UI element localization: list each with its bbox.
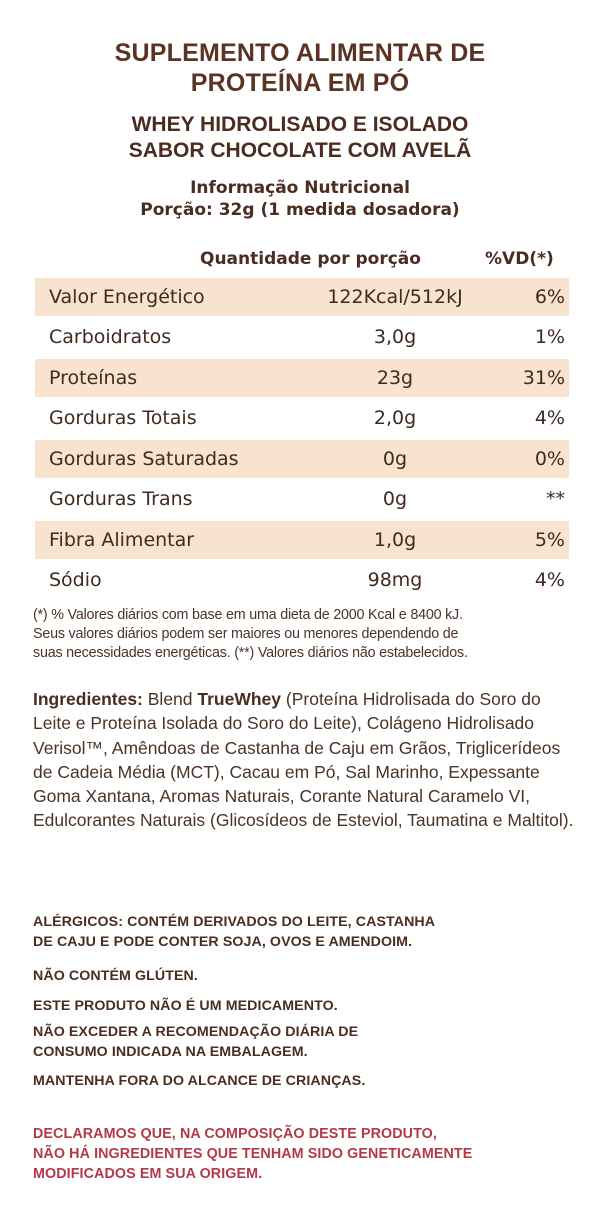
- table-row: Gorduras Saturadas 0g 0%: [35, 440, 569, 478]
- declaration-line: MODIFICADOS EM SUA ORIGEM.: [33, 1166, 263, 1182]
- gluten-warning: NÃO CONTÉM GLÚTEN.: [33, 968, 198, 984]
- nutrient-vd: 1%: [534, 326, 565, 348]
- product-title: SUPLEMENTO ALIMENTAR DE PROTEÍNA EM PÓ: [0, 38, 600, 98]
- product-title-line2: PROTEÍNA EM PÓ: [190, 69, 410, 97]
- table-row: Carboidratos 3,0g 1%: [35, 318, 569, 356]
- nutrient-vd: 4%: [534, 569, 565, 591]
- medicine-warning: ESTE PRODUTO NÃO É UM MEDICAMENTO.: [33, 998, 338, 1014]
- ingredients-list: (Proteína Hidrolisada do Soro do Leite e…: [33, 689, 574, 831]
- declaration-line: NÃO HÁ INGREDIENTES QUE TENHAM SIDO GENE…: [33, 1146, 473, 1162]
- nutrient-quantity: 98mg: [367, 569, 423, 591]
- product-title-line1: SUPLEMENTO ALIMENTAR DE: [114, 39, 486, 67]
- nutrient-name: Gorduras Totais: [49, 407, 197, 429]
- nutrient-name: Gorduras Trans: [49, 488, 193, 510]
- gmo-declaration: DECLARAMOS QUE, NA COMPOSIÇÃO DESTE PROD…: [33, 1124, 578, 1184]
- nutrient-name: Gorduras Saturadas: [49, 448, 239, 470]
- nutrient-quantity: 0g: [382, 448, 408, 470]
- vd-footnote: (*) % Valores diários com base em uma di…: [33, 606, 573, 663]
- ingredients-text: Ingredientes: Blend TrueWhey (Proteína H…: [33, 687, 578, 833]
- nutrient-quantity: 1,0g: [373, 529, 417, 551]
- ingredients-label: Ingredientes:: [33, 689, 143, 709]
- nutrient-name: Valor Energético: [49, 286, 205, 308]
- dose-line: NÃO EXCEDER A RECOMENDAÇÃO DIÁRIA DE: [33, 1024, 359, 1040]
- ingredients-blend-prefix: Blend: [142, 689, 198, 709]
- nutrient-name: Sódio: [49, 569, 102, 591]
- allergens-line: ALÉRGICOS: CONTÉM DERIVADOS DO LEITE, CA…: [33, 914, 436, 930]
- table-row: Valor Energético 122Kcal/512kJ 6%: [35, 278, 569, 316]
- table-row: Fibra Alimentar 1,0g 5%: [35, 521, 569, 559]
- declaration-line: DECLARAMOS QUE, NA COMPOSIÇÃO DESTE PROD…: [33, 1126, 437, 1142]
- nutrition-info-header: Informação Nutricional Porção: 32g (1 me…: [0, 177, 600, 221]
- nutrient-quantity: 0g: [382, 488, 408, 510]
- table-row: Proteínas 23g 31%: [35, 359, 569, 397]
- nutrient-quantity: 3,0g: [373, 326, 417, 348]
- table-row: Sódio 98mg 4%: [35, 561, 569, 599]
- nutrient-name: Proteínas: [49, 367, 138, 389]
- children-warning: MANTENHA FORA DO ALCANCE DE CRIANÇAS.: [33, 1073, 366, 1089]
- table-row: Gorduras Totais 2,0g 4%: [35, 399, 569, 437]
- product-subtitle-line1: WHEY HIDROLISADO E ISOLADO: [131, 113, 469, 136]
- allergens-line: DE CAJU E PODE CONTER SOJA, OVOS E AMEND…: [33, 934, 413, 950]
- nutrient-vd: 0%: [534, 448, 565, 470]
- footnote-line: Seus valores diários podem ser maiores o…: [33, 626, 459, 642]
- serving-size: Porção: 32g (1 medida dosadora): [140, 200, 460, 220]
- brand-name: TrueWhey: [197, 689, 282, 709]
- footnote-line: (*) % Valores diários com base em uma di…: [33, 607, 463, 623]
- nutrient-vd: 5%: [534, 529, 565, 551]
- column-header-vd: %VD(*): [485, 249, 554, 269]
- product-subtitle: WHEY HIDROLISADO E ISOLADO SABOR CHOCOLA…: [0, 112, 600, 164]
- dose-warning: NÃO EXCEDER A RECOMENDAÇÃO DIÁRIA DE CON…: [33, 1022, 578, 1062]
- column-header-quantity: Quantidade por porção: [200, 249, 421, 269]
- nutrient-vd: 31%: [522, 367, 565, 389]
- nutrient-name: Fibra Alimentar: [49, 529, 195, 551]
- allergens-warning: ALÉRGICOS: CONTÉM DERIVADOS DO LEITE, CA…: [33, 912, 578, 952]
- nutrient-vd: 4%: [534, 407, 565, 429]
- product-subtitle-line2: SABOR CHOCOLATE COM AVELÃ: [128, 139, 472, 162]
- dose-line: CONSUMO INDICADA NA EMBALAGEM.: [33, 1044, 308, 1060]
- nutrient-name: Carboidratos: [49, 326, 172, 348]
- nutrition-info-heading: Informação Nutricional: [190, 178, 410, 198]
- table-row: Gorduras Trans 0g **: [35, 480, 569, 518]
- footnote-line: suas necessidades energéticas. (**) Valo…: [33, 645, 468, 661]
- nutrient-vd: 6%: [534, 286, 565, 308]
- nutrient-quantity: 122Kcal/512kJ: [327, 286, 463, 308]
- nutrient-vd: **: [546, 488, 565, 510]
- nutrient-quantity: 2,0g: [373, 407, 417, 429]
- nutrient-quantity: 23g: [376, 367, 414, 389]
